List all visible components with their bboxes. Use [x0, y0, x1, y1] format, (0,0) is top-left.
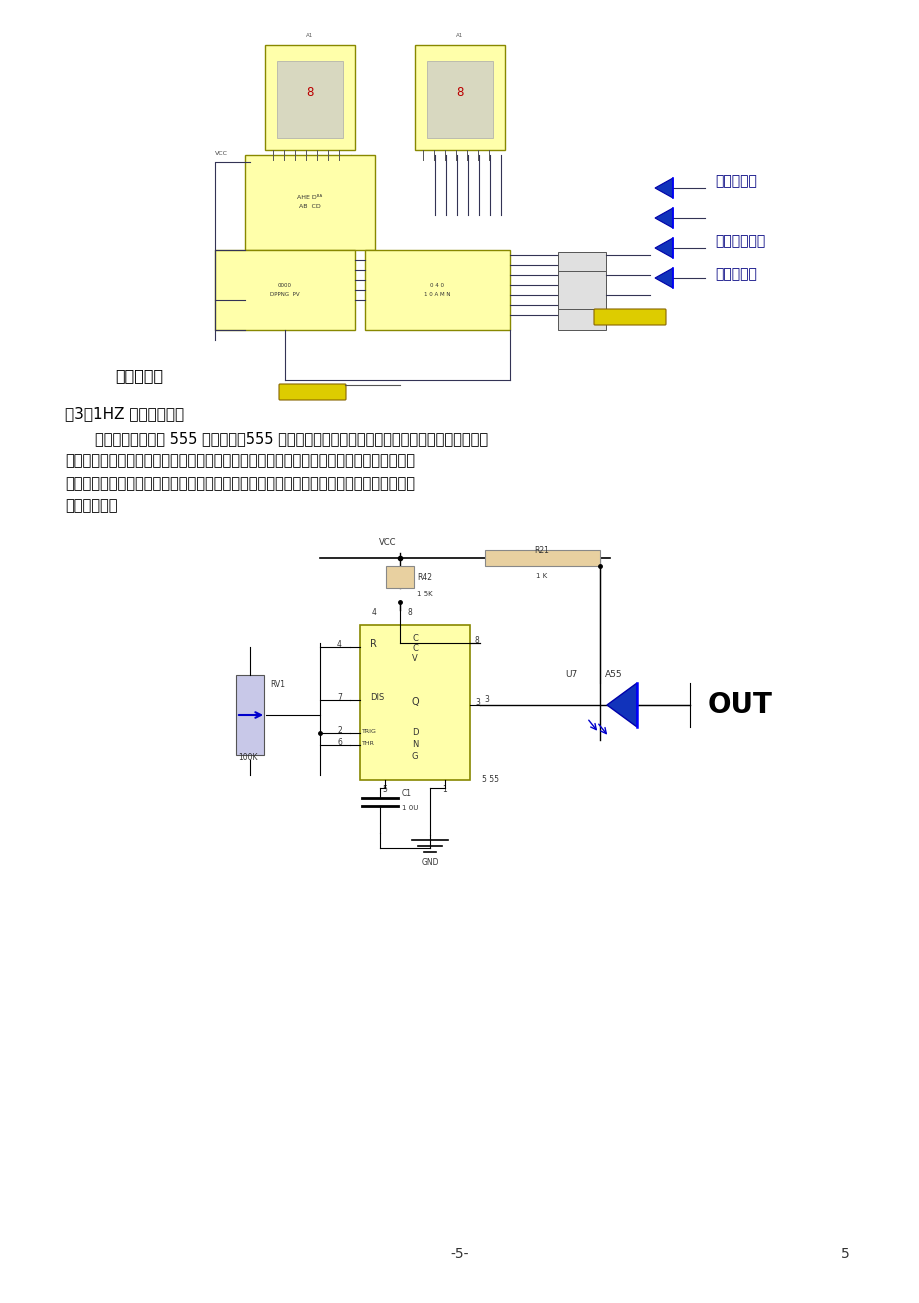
Text: D: D	[412, 728, 418, 737]
Text: 2: 2	[337, 726, 342, 735]
Bar	[236, 675, 264, 754]
Text: 5: 5	[840, 1247, 849, 1261]
Bar	[414, 46, 505, 150]
Bar	[365, 250, 509, 330]
Bar	[558, 271, 606, 309]
Text: TRIG: TRIG	[361, 728, 377, 734]
Bar	[244, 155, 375, 250]
Text: 6: 6	[336, 737, 342, 747]
Text: R: R	[369, 638, 377, 649]
Text: AHE Dᴮᴬ
AB  CD: AHE Dᴮᴬ AB CD	[297, 195, 323, 208]
Text: 定时时间到: 定时时间到	[714, 175, 756, 188]
Text: 4: 4	[336, 640, 342, 649]
Text: 7: 7	[336, 693, 342, 702]
Text: 100K: 100K	[238, 753, 257, 762]
Text: A1: A1	[306, 33, 313, 38]
Bar	[215, 250, 355, 330]
Text: 该电路的采用 555 定时电路。555 定时电路是一种电路简单且多用途的单片中规模集成电: 该电路的采用 555 定时电路。555 定时电路是一种电路简单且多用途的单片中规…	[95, 431, 488, 446]
Bar	[484, 550, 599, 566]
Bar	[558, 251, 606, 274]
Text: U7: U7	[564, 670, 576, 679]
Bar	[386, 566, 414, 588]
Text: OUT: OUT	[708, 691, 772, 719]
Bar	[359, 625, 470, 780]
Text: 路。该电路使用灵活、方便，只需外接少量的阔容元件就可以构成单稳、多谐和运密特触发: 路。该电路使用灵活、方便，只需外接少量的阔容元件就可以构成单稳、多谐和运密特触发	[65, 453, 414, 468]
Text: DIS: DIS	[369, 693, 384, 702]
Text: 抢答信号输入: 抢答信号输入	[714, 235, 765, 248]
Text: G: G	[412, 752, 418, 761]
Text: 0000
DPPNG  PV: 0000 DPPNG PV	[270, 283, 300, 297]
Polygon shape	[654, 179, 673, 198]
Text: C1: C1	[402, 790, 412, 797]
Bar	[277, 61, 343, 138]
Text: R21: R21	[534, 546, 549, 555]
Text: 1 5K: 1 5K	[416, 592, 432, 597]
Bar	[426, 61, 493, 138]
Text: V: V	[412, 654, 417, 663]
Text: 0 4 0
1 0 A M N: 0 4 0 1 0 A M N	[424, 283, 449, 297]
Text: 8: 8	[407, 609, 413, 618]
Text: 1 0U: 1 0U	[402, 805, 418, 810]
FancyBboxPatch shape	[594, 309, 665, 324]
Bar	[558, 280, 606, 302]
Text: C: C	[412, 644, 417, 653]
Text: 5 55: 5 55	[482, 775, 498, 784]
Text: 1: 1	[442, 784, 447, 794]
Text: 3: 3	[474, 698, 480, 708]
Text: RV1: RV1	[269, 680, 285, 689]
Polygon shape	[654, 238, 673, 258]
Polygon shape	[654, 268, 673, 288]
Text: （3）1HZ 脉冲产生电路: （3）1HZ 脉冲产生电路	[65, 407, 184, 421]
Text: 4: 4	[371, 609, 377, 618]
Text: 1 K: 1 K	[536, 573, 547, 579]
FancyBboxPatch shape	[278, 384, 346, 400]
Text: A1: A1	[456, 33, 463, 38]
Text: 8: 8	[456, 86, 463, 99]
Text: 8: 8	[306, 86, 313, 99]
Text: VCC: VCC	[215, 151, 228, 156]
Text: GND: GND	[421, 857, 438, 866]
Text: C: C	[412, 635, 417, 642]
Text: 广泛的应用。: 广泛的应用。	[65, 498, 118, 513]
Text: R42: R42	[416, 573, 432, 582]
Text: N: N	[412, 740, 418, 749]
Text: 8: 8	[474, 636, 479, 645]
Text: VCC: VCC	[379, 538, 396, 547]
Text: 高电平复位: 高电平复位	[115, 367, 163, 383]
Polygon shape	[654, 208, 673, 228]
Text: A55: A55	[605, 670, 622, 679]
Text: THR: THR	[361, 741, 374, 747]
Text: 器。因而要波形的产生与变换、测量与控制、家用电器和电子玩具等等许多领域中都得到了: 器。因而要波形的产生与变换、测量与控制、家用电器和电子玩具等等许多领域中都得到了	[65, 476, 414, 491]
Text: Q: Q	[411, 697, 418, 708]
Bar	[265, 46, 355, 150]
Text: -5-: -5-	[450, 1247, 469, 1261]
Text: 5: 5	[382, 784, 387, 794]
Polygon shape	[607, 683, 636, 727]
Bar	[558, 308, 606, 330]
Text: 3: 3	[483, 694, 488, 704]
Text: 秒脉冲输入: 秒脉冲输入	[714, 267, 756, 281]
